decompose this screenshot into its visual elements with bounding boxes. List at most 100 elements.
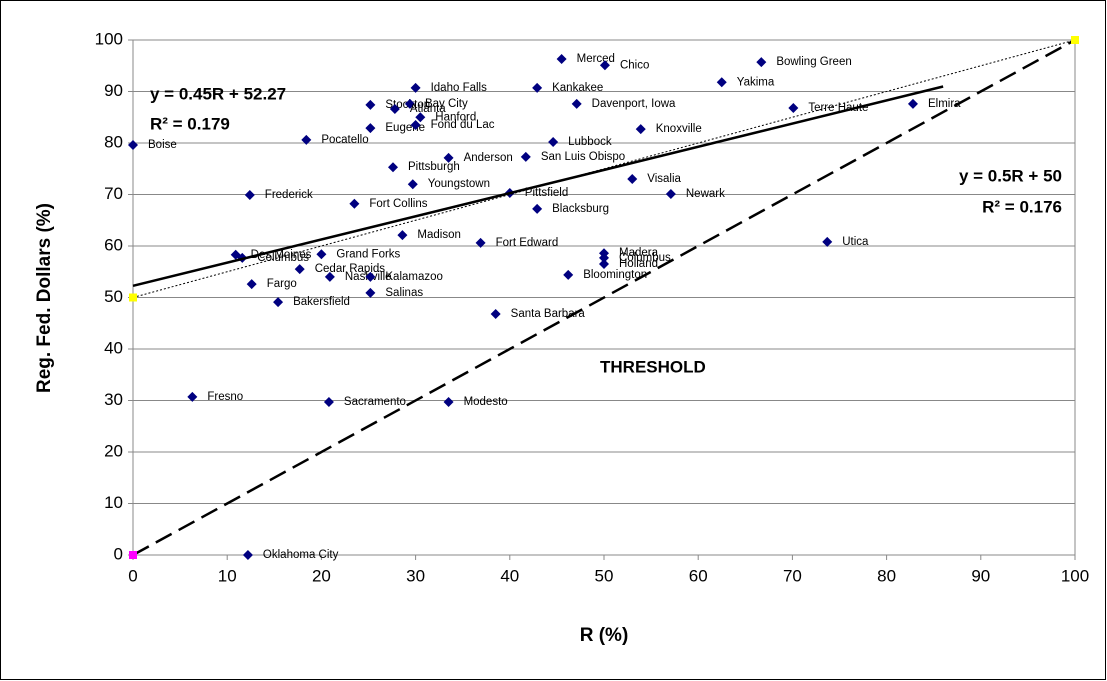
point-label: Madison xyxy=(417,229,460,241)
y-axis-title: Reg. Fed. Dollars (%) xyxy=(34,203,55,393)
point xyxy=(365,123,376,134)
point xyxy=(410,82,421,93)
point xyxy=(443,152,454,163)
point-label: Fond du Lac xyxy=(431,119,495,131)
point-label: Holland xyxy=(619,258,658,270)
y-tick-label: 90 xyxy=(104,81,123,100)
point-label: Merced xyxy=(577,53,615,65)
x-tick-label: 80 xyxy=(877,566,896,585)
point xyxy=(365,99,376,110)
point xyxy=(571,98,582,109)
point xyxy=(397,230,408,241)
point-label: Kalamazoo xyxy=(385,271,443,283)
point-label: Visalia xyxy=(647,173,681,185)
point-label: Des Moines xyxy=(251,249,312,261)
point-label: Davenport, Iowa xyxy=(592,98,676,110)
point-label: Youngstown xyxy=(428,178,490,190)
point xyxy=(665,188,676,199)
point xyxy=(349,198,360,209)
point xyxy=(404,98,415,109)
point-label: Bloomington xyxy=(583,269,647,281)
point xyxy=(294,264,305,275)
point-label: Sacramento xyxy=(344,396,406,408)
point xyxy=(387,162,398,173)
point-label: Fort Collins xyxy=(369,198,427,210)
point-label: Atlanta xyxy=(410,103,446,115)
point-label: Kankakee xyxy=(552,82,603,94)
x-tick-label: 0 xyxy=(128,566,137,585)
point-label: Knoxville xyxy=(656,123,702,135)
x-tick-label: 40 xyxy=(500,566,519,585)
point xyxy=(788,102,799,113)
point xyxy=(410,119,421,130)
point xyxy=(242,550,253,560)
trend-line xyxy=(132,38,1076,557)
point-label: Oklahoma City xyxy=(263,549,339,561)
trend-line xyxy=(132,39,1076,298)
point xyxy=(365,287,376,298)
y-tick-label: 0 xyxy=(114,544,123,563)
point-label: San Luis Obispo xyxy=(541,151,625,163)
point-label: Columbus xyxy=(619,252,671,264)
point xyxy=(246,279,257,290)
point-label: Terre Haute xyxy=(808,102,868,114)
point xyxy=(323,397,334,408)
point-label: Anderson xyxy=(464,152,513,164)
annotation: THRESHOLD xyxy=(600,357,706,376)
point-label: Utica xyxy=(842,236,869,248)
point-label: Blacksburg xyxy=(552,203,609,215)
annotation: R² = 0.179 xyxy=(150,114,230,133)
point-label: Pittsfield xyxy=(525,187,568,199)
point xyxy=(407,179,418,190)
point xyxy=(324,271,335,282)
y-tick-label: 50 xyxy=(104,287,123,306)
point xyxy=(716,77,727,88)
point-label: Cedar Rapids xyxy=(315,263,386,275)
point-label: Frederick xyxy=(265,189,313,201)
trend-line xyxy=(132,85,944,288)
point xyxy=(756,57,767,68)
point xyxy=(532,82,543,93)
x-tick-label: 60 xyxy=(689,566,708,585)
point-label: Idaho Falls xyxy=(431,82,488,94)
point-label: Newark xyxy=(686,188,725,200)
point xyxy=(129,551,137,559)
y-tick-label: 10 xyxy=(104,493,123,512)
point xyxy=(490,308,501,319)
point-label: Bowling Green xyxy=(776,56,851,68)
point xyxy=(129,293,137,302)
point-label: Fresno xyxy=(207,391,243,403)
point xyxy=(907,98,918,109)
point-label: Madera xyxy=(619,247,659,259)
point xyxy=(635,124,646,135)
annotation: R² = 0.176 xyxy=(982,197,1062,216)
point-label: Boise xyxy=(148,139,177,151)
x-tick-label: 20 xyxy=(312,566,331,585)
annotation: y = 0.5R + 50 xyxy=(959,166,1062,185)
x-tick-label: 30 xyxy=(406,566,425,585)
y-tick-label: 70 xyxy=(104,184,123,203)
point xyxy=(415,112,426,123)
point xyxy=(443,397,454,408)
y-tick-label: 40 xyxy=(104,338,123,357)
point xyxy=(316,249,327,260)
point-label: Modesto xyxy=(464,396,508,408)
point xyxy=(556,54,567,65)
point xyxy=(244,190,255,201)
point xyxy=(532,203,543,214)
point-label: Bay City xyxy=(425,98,468,110)
point-label: Salinas xyxy=(385,287,423,299)
point-label: Lubbock xyxy=(568,136,612,148)
y-tick-label: 60 xyxy=(104,235,123,254)
point xyxy=(822,236,833,247)
y-tick-label: 80 xyxy=(104,132,123,151)
x-tick-label: 100 xyxy=(1061,566,1089,585)
x-tick-label: 70 xyxy=(783,566,802,585)
point xyxy=(365,271,376,282)
point xyxy=(273,297,284,308)
point xyxy=(548,136,559,147)
point xyxy=(627,174,638,185)
point xyxy=(599,259,609,270)
point-label: Hanford xyxy=(435,111,476,123)
y-tick-label: 20 xyxy=(104,441,123,460)
